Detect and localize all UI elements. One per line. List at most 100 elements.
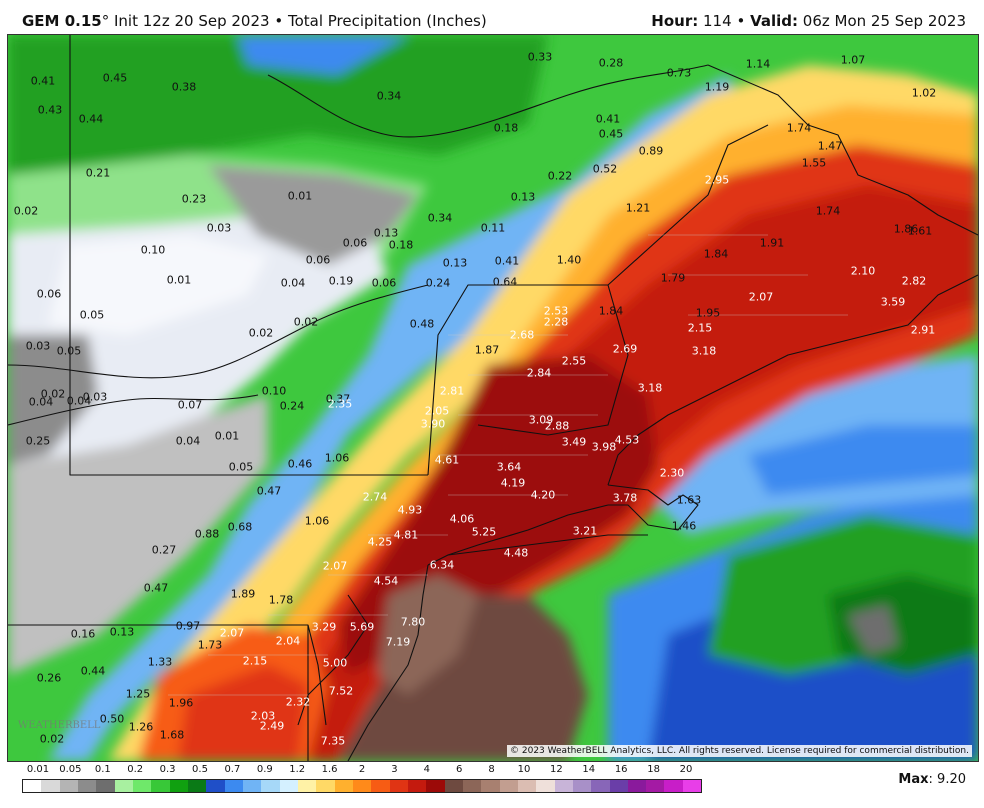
precip-value-label: 3.29 xyxy=(311,620,337,634)
legend-swatch xyxy=(627,780,647,792)
precip-value-label: 3.09 xyxy=(528,413,554,427)
legend-swatch xyxy=(206,780,225,792)
precip-value-label: 2.35 xyxy=(327,397,353,411)
legend-tick-label: 8 xyxy=(488,764,495,775)
legend-swatch xyxy=(646,780,665,792)
precip-value-label: 0.18 xyxy=(388,238,414,252)
precip-value-label: 0.44 xyxy=(80,664,106,678)
legend-tick-label: 18 xyxy=(647,764,660,775)
legend-tick-label: 0.9 xyxy=(256,764,273,775)
legend-tick-label: 0.5 xyxy=(192,764,208,775)
precip-value-label: 1.14 xyxy=(745,57,771,71)
precip-value-label: 0.18 xyxy=(493,121,519,135)
legend-swatch xyxy=(59,780,78,792)
precip-value-label: 0.47 xyxy=(256,484,282,498)
precip-value-label: 1.40 xyxy=(556,253,582,267)
precip-field xyxy=(8,35,978,761)
legend-swatch xyxy=(279,780,298,792)
precip-value-label: 0.68 xyxy=(227,520,253,534)
precip-value-label: 4.53 xyxy=(614,433,640,447)
precip-value-label: 1.61 xyxy=(907,224,933,238)
legend-tick-label: 16 xyxy=(614,764,628,775)
copyright-notice: © 2023 WeatherBELL Analytics, LLC. All r… xyxy=(507,745,972,757)
precip-value-label: 0.05 xyxy=(56,344,82,358)
legend-swatch xyxy=(23,780,42,792)
precip-value-label: 3.59 xyxy=(880,295,906,309)
precip-value-label: 2.04 xyxy=(275,634,301,648)
precip-value-label: 0.16 xyxy=(70,627,96,641)
precip-value-label: 7.35 xyxy=(320,734,346,748)
legend-swatch xyxy=(316,780,335,792)
precip-value-label: 0.13 xyxy=(109,625,135,639)
precip-value-label: 1.46 xyxy=(671,519,697,533)
precip-value-label: 1.74 xyxy=(786,121,812,135)
precip-value-label: 0.06 xyxy=(371,276,397,290)
precip-value-label: 1.55 xyxy=(801,156,827,170)
precip-value-label: 1.78 xyxy=(268,593,294,607)
legend-tick-label: 0.1 xyxy=(94,764,111,775)
precip-value-label: 4.19 xyxy=(500,476,526,490)
precip-value-label: 0.34 xyxy=(376,89,402,103)
precip-value-label: 0.50 xyxy=(99,712,125,726)
hour-label: Hour: xyxy=(651,12,699,30)
legend-swatch xyxy=(554,780,573,792)
legend-tick-label: 0.3 xyxy=(159,764,176,775)
precip-value-label: 3.78 xyxy=(612,491,638,505)
precip-value-label: 3.49 xyxy=(561,435,587,449)
max-label-text: Max xyxy=(898,772,929,787)
init-time: Init 12z 20 Sep 2023 xyxy=(114,12,270,30)
precip-value-label: 1.02 xyxy=(911,86,937,100)
legend-tick-labels: 0.01 0.05 0.1 0.2 0.3 0.5 0.7 0.9 1.2 1.6 2 3 4 6 8 10 1… xyxy=(22,764,702,778)
model-name: GEM 0.15 xyxy=(22,12,102,30)
precip-value-label: 0.21 xyxy=(85,166,111,180)
legend-swatch xyxy=(426,780,445,792)
precip-value-label: 4.25 xyxy=(367,535,393,549)
precip-value-label: 1.95 xyxy=(695,306,721,320)
precip-value-label: 0.41 xyxy=(494,254,520,268)
precip-value-label: 1.96 xyxy=(168,696,194,710)
precip-value-label: 0.04 xyxy=(28,395,54,409)
precip-value-label: 0.43 xyxy=(37,103,63,117)
precip-value-label: 0.73 xyxy=(666,66,692,80)
precip-value-label: 0.88 xyxy=(194,527,220,541)
precip-value-label: 0.25 xyxy=(25,434,51,448)
precip-value-label: 0.02 xyxy=(248,326,274,340)
precip-value-label: 1.47 xyxy=(817,139,843,153)
legend-swatch xyxy=(407,780,427,792)
precip-value-label: 7.80 xyxy=(400,615,426,629)
precip-value-label: 0.02 xyxy=(293,315,319,329)
precip-value-label: 2.74 xyxy=(362,490,388,504)
precip-value-label: 0.06 xyxy=(305,253,331,267)
legend-swatch xyxy=(132,780,152,792)
legend-tick-label: 3 xyxy=(391,764,398,775)
valid-separator: • xyxy=(736,12,746,30)
legend-tick-label: 0.7 xyxy=(224,764,241,775)
precip-value-label: 4.61 xyxy=(434,453,460,467)
legend-tick-label: 0.2 xyxy=(127,764,144,775)
precip-value-label: 1.21 xyxy=(625,201,651,215)
precip-value-label: 4.81 xyxy=(393,528,419,542)
precip-value-label: 2.49 xyxy=(259,719,285,733)
precip-value-label: 0.03 xyxy=(82,390,108,404)
legend-swatch xyxy=(572,780,592,792)
precip-value-label: 1.91 xyxy=(759,236,785,250)
legend-tick-label: 4 xyxy=(423,764,430,775)
legend-swatch xyxy=(77,780,97,792)
legend-swatch xyxy=(224,780,243,792)
precip-value-label: 0.24 xyxy=(425,276,451,290)
precip-value-label: 0.23 xyxy=(181,192,207,206)
precip-value-label: 0.24 xyxy=(279,399,305,413)
precip-value-label: 0.06 xyxy=(36,287,62,301)
precip-value-label: 2.03 xyxy=(250,709,276,723)
precip-value-label: 3.18 xyxy=(691,344,717,358)
legend-tick-label: 20 xyxy=(679,764,693,775)
legend-swatch xyxy=(334,780,353,792)
precip-value-label: 2.84 xyxy=(526,366,552,380)
legend-swatch xyxy=(371,780,390,792)
precip-value-label: 1.87 xyxy=(474,343,500,357)
precipitation-map: 0.41 0.45 0.38 0.34 0.33 0.28 0.73 1.14 1.07 1.19… xyxy=(7,34,979,762)
legend-swatch xyxy=(664,780,683,792)
legend-swatch xyxy=(96,780,115,792)
map-header: GEM 0.15° Init 12z 20 Sep 2023 • Total P… xyxy=(0,0,984,34)
precip-value-label: 1.74 xyxy=(815,204,841,218)
